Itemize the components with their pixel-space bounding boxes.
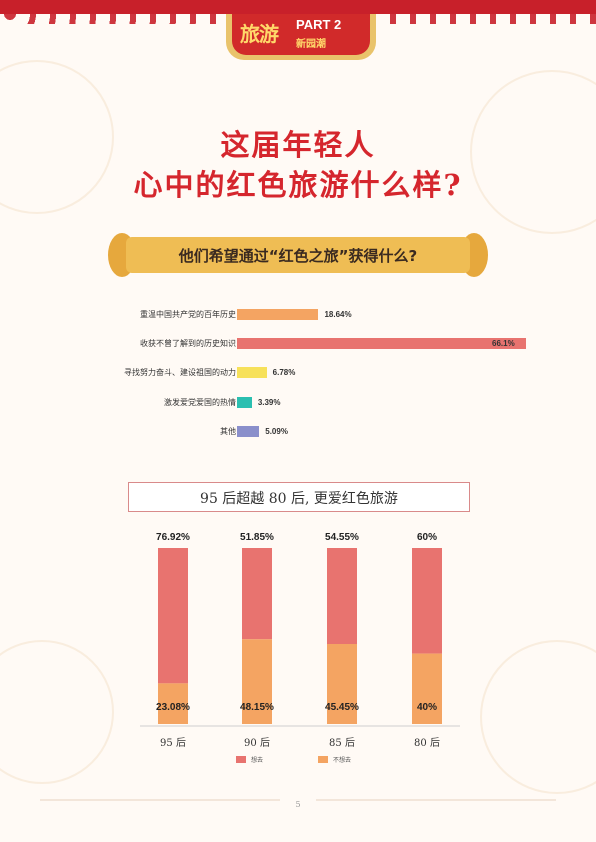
hbar-category-label: 收获不曾了解到的历史知识 [140,339,236,348]
stacked-bar-segment-notwant [242,639,272,724]
x-axis-tick-label: 80 后 [414,737,440,749]
stacked-bar-label-want: 51.85% [240,532,274,543]
stacked-bar-label-notwant: 45.45% [325,702,359,713]
stacked-bar-segment-notwant [412,653,442,724]
stacked-bar-segment-want [412,548,442,654]
stacked-bar-label-notwant: 40% [417,702,437,713]
hbar-category-label: 寻找努力奋斗、建设祖国的动力 [124,368,236,377]
legend-label-notwant: 不想去 [333,756,351,764]
stacked-bar-label-want: 54.55% [325,532,359,543]
page-title-line2: 心中的红色旅游什么样? [133,168,463,202]
hbar-bar [237,309,319,320]
hbar-category-label: 其他 [220,427,236,436]
stacked-bar-segment-want [158,548,188,684]
stacked-bar-label-notwant: 48.15% [240,702,274,713]
background-decoration [480,640,596,794]
hbar-value-label: 18.64% [324,310,352,319]
page-title-line1: 这届年轻人 [220,128,376,162]
stacked-bar-segment-want [327,548,357,645]
background-decoration [0,640,114,784]
part-badge-inner [232,14,370,55]
x-axis-tick-label: 90 后 [244,737,270,749]
hbar-value-label: 66.1% [492,339,515,348]
badge-part-text: PART 2 [296,17,342,32]
section2-banner: 95 后超越 80 后, 更爱红色旅游 [128,482,470,512]
stacked-bar-segment-want [242,548,272,640]
hbar-bar [237,338,526,349]
top-bar [0,0,596,14]
hbar-value-label: 5.09% [265,427,288,436]
hbar-bar [237,397,252,408]
section1-title: 他们希望通过“红色之旅”获得什么? [178,247,418,265]
stacked-bar-segment-notwant [327,644,357,724]
stacked-bar-label-notwant: 23.08% [156,702,190,713]
legend-label-want: 想去 [251,756,263,764]
badge-sub-text: 新园潮 [296,39,326,50]
hbar-bar [237,367,267,378]
stacked-bar-segment-notwant [158,683,188,724]
hbar-value-label: 3.39% [257,398,281,407]
page-number: 5 [295,800,301,809]
hbar-category-label: 激发爱党爱国的热情 [164,398,236,407]
ribbon-body [126,237,470,273]
badge-left-text: 旅游 [240,22,279,46]
stacked-bar-label-want: 60% [417,532,437,543]
x-axis-tick-label: 95 后 [160,737,186,749]
hbar-category-label: 重温中国共产党的百年历史 [140,310,236,319]
x-axis-tick-label: 85 后 [329,737,355,749]
stacked-bar-label-want: 76.92% [156,532,190,543]
legend-swatch-notwant [318,756,328,763]
hbar-bar [237,426,260,437]
legend-swatch-want [236,756,246,763]
section2-title: 95 后超越 80 后, 更爱红色旅游 [200,491,398,507]
hbar-value-label: 6.78% [272,368,296,377]
section1-ribbon: 他们希望通过“红色之旅”获得什么? [108,233,488,277]
part-badge: 旅游 PART 2 新园潮 [226,14,376,60]
